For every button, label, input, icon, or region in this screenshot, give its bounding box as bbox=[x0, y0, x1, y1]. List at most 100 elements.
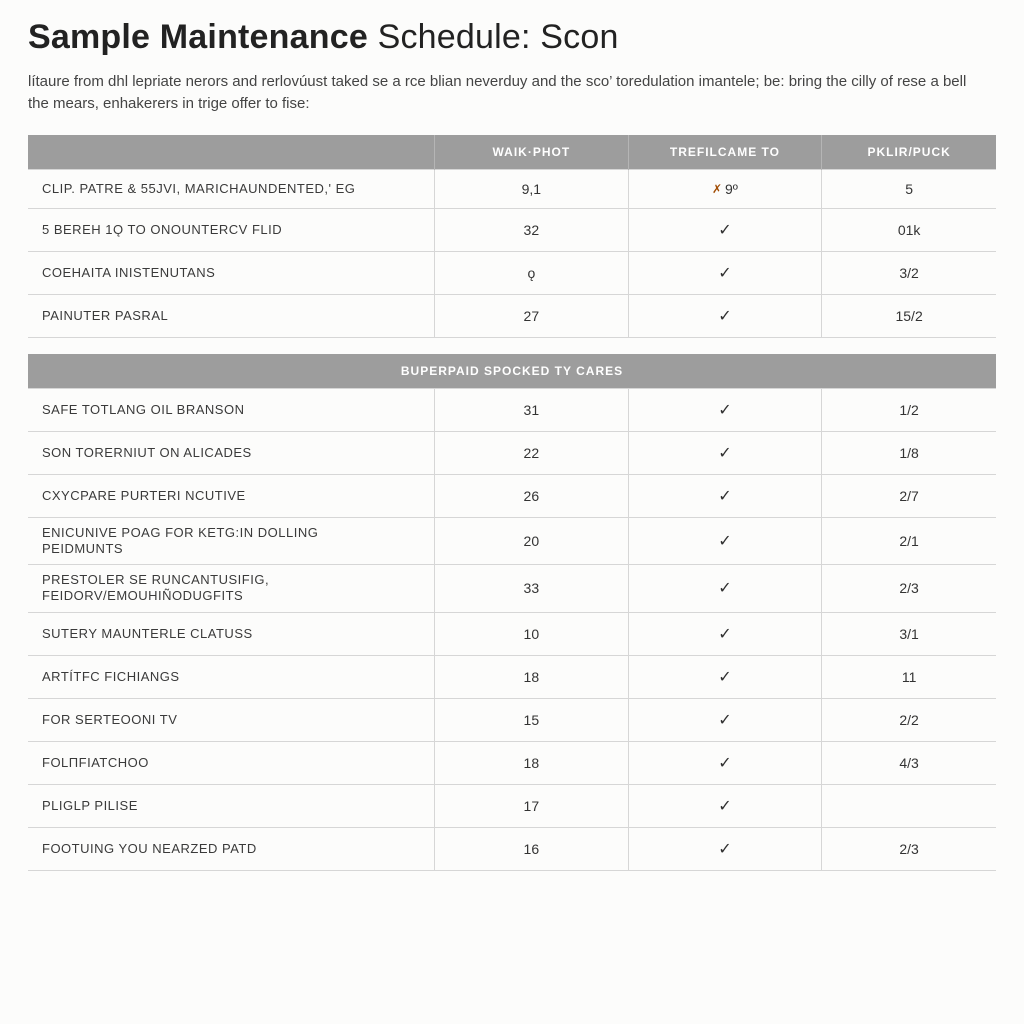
row-name: FOOTUING YOU NEARZED PATD bbox=[28, 827, 435, 870]
row-col-2: ✓ bbox=[628, 741, 822, 784]
title-bold: Sample Maintenance bbox=[28, 18, 368, 56]
row-col-1: 22 bbox=[435, 431, 629, 474]
intro-text: lítaure from dhl lepriate nerors and rer… bbox=[28, 71, 988, 115]
row-col-3: 01k bbox=[822, 208, 996, 251]
check-icon: ✓ bbox=[718, 306, 731, 326]
page-root: Sample Maintenance Schedule: Scon lítaur… bbox=[0, 0, 1024, 871]
row-col-2: ✓ bbox=[628, 431, 822, 474]
row-name: COEHAITA INISTENUTANS bbox=[28, 251, 435, 294]
row-col-1: 20 bbox=[435, 517, 629, 565]
table-row: PRESTOLER SE RUNCANTUSIfIG,FEIDORV/EMOUH… bbox=[28, 565, 996, 613]
row-col-1: 27 bbox=[435, 294, 629, 337]
row-col-1: 18 bbox=[435, 741, 629, 784]
row-col-3: 2/1 bbox=[822, 517, 996, 565]
section-header: BUPERPAID SPOCKED TY CARES bbox=[28, 354, 996, 389]
row-col-1: 9,1 bbox=[435, 169, 629, 208]
row-name: SUTERY MAUNTERLE CLATUSS bbox=[28, 612, 435, 655]
row-col-3: 4/3 bbox=[822, 741, 996, 784]
row-col-2: ✓ bbox=[628, 474, 822, 517]
row-col-3: 2/7 bbox=[822, 474, 996, 517]
table-row: PAINUTER PASRAL27 ✓ 15/2 bbox=[28, 294, 996, 337]
row-name: CXYCPARE PURTERI NCUTIVE bbox=[28, 474, 435, 517]
row-name: FOLΠFIATCHOO bbox=[28, 741, 435, 784]
schedule-table-2: BUPERPAID SPOCKED TY CARES SAFE TOTLANG … bbox=[28, 354, 996, 871]
row-col-2: ✓ bbox=[628, 784, 822, 827]
check-icon: ✓ bbox=[718, 578, 731, 598]
row-name: CLIP. PATRE & 55JVI, MARICHAUNDENTED,' E… bbox=[28, 169, 435, 208]
row-col-3 bbox=[822, 784, 996, 827]
x-icon: ✗ bbox=[712, 182, 722, 196]
row-col-1: 15 bbox=[435, 698, 629, 741]
row-col-3: 2/3 bbox=[822, 565, 996, 613]
table-row: 5 BEREH 1ǫ to onoUNTERCV FLID32✓01k bbox=[28, 208, 996, 251]
col-header-2: TREFILCAME TO bbox=[628, 135, 822, 170]
row-name: SAFE TOTLANG OIL BRANSON bbox=[28, 388, 435, 431]
row-col-1: 17 bbox=[435, 784, 629, 827]
row-col-1: 26 bbox=[435, 474, 629, 517]
row-name: 5 BEREH 1ǫ to onoUNTERCV FLID bbox=[28, 208, 435, 251]
table-row: CXYCPARE PURTERI NCUTIVE26 ✓ 2/7 bbox=[28, 474, 996, 517]
check-icon: ✓ bbox=[718, 796, 731, 816]
table-row: ARTÍTFC FICHIANGS18 ✓ 11 bbox=[28, 655, 996, 698]
table-row: COEHAITA INISTENUTANSǫ✓3/2 bbox=[28, 251, 996, 294]
row-col-3: 2/3 bbox=[822, 827, 996, 870]
schedule-table-1: WAIK·PHOT TREFILCAME TO PKLIR/PUCK CLIP.… bbox=[28, 135, 996, 338]
row-col-1: 32 bbox=[435, 208, 629, 251]
row-col-1: 31 bbox=[435, 388, 629, 431]
check-icon: ✓ bbox=[718, 753, 731, 773]
check-icon: ✓ bbox=[718, 443, 731, 463]
table-row: PLIGLP PILISE17 ✓ bbox=[28, 784, 996, 827]
row-col-1: ǫ bbox=[435, 251, 629, 294]
row-col-2: ✓ bbox=[628, 698, 822, 741]
check-icon: ✓ bbox=[718, 263, 731, 283]
row-col-3: 11 bbox=[822, 655, 996, 698]
row-col-3: 15/2 bbox=[822, 294, 996, 337]
table-row: FOOTUING YOU NEARZED PATD16 ✓ 2/3 bbox=[28, 827, 996, 870]
page-title: Sample Maintenance Schedule: Scon bbox=[28, 18, 996, 57]
table-2-body: SAFE TOTLANG OIL BRANSON31✓1/2SON TORERN… bbox=[28, 388, 996, 870]
table-row: FOR SERTEOONI TV15 ✓ 2/2 bbox=[28, 698, 996, 741]
row-col-2: ✓ bbox=[628, 655, 822, 698]
row-col-2: ✓ bbox=[628, 388, 822, 431]
check-icon: ✓ bbox=[718, 624, 731, 644]
col-header-3: PKLIR/PUCK bbox=[822, 135, 996, 170]
row-col-2: ✓ bbox=[628, 517, 822, 565]
row-col-2: ✓ bbox=[628, 827, 822, 870]
table-row: SON TORERNIUT ON ALICADES22✓1/8 bbox=[28, 431, 996, 474]
row-col-3: 2/2 bbox=[822, 698, 996, 741]
title-light-2: Scon bbox=[540, 18, 618, 56]
row-col-2: ✗9º bbox=[628, 169, 822, 208]
row-col-3: 3/1 bbox=[822, 612, 996, 655]
table-row: SAFE TOTLANG OIL BRANSON31 ✓ 1/2 bbox=[28, 388, 996, 431]
col-header-1: WAIK·PHOT bbox=[435, 135, 629, 170]
table-row: FOLΠFIATCHOO18 ✓ 4/3 bbox=[28, 741, 996, 784]
check-icon: ✓ bbox=[718, 486, 731, 506]
col-header-name bbox=[28, 135, 435, 170]
row-col-2: ✓ bbox=[628, 294, 822, 337]
table-row: ENICUNIVE POAG FOR KETG:IN DOLLINGPEIDMU… bbox=[28, 517, 996, 565]
row-col-2: ✓ bbox=[628, 612, 822, 655]
row-col-2: ✓ bbox=[628, 251, 822, 294]
row-col-3: 1/2 bbox=[822, 388, 996, 431]
row-name: ARTÍTFC FICHIANGS bbox=[28, 655, 435, 698]
row-name: FOR SERTEOONI TV bbox=[28, 698, 435, 741]
table-1-header: WAIK·PHOT TREFILCAME TO PKLIR/PUCK bbox=[28, 135, 996, 170]
row-col-1: 16 bbox=[435, 827, 629, 870]
row-name: PLIGLP PILISE bbox=[28, 784, 435, 827]
row-name: PRESTOLER SE RUNCANTUSIfIG,FEIDORV/EMOUH… bbox=[28, 565, 435, 613]
row-col-2: ✓ bbox=[628, 208, 822, 251]
check-icon: ✓ bbox=[718, 400, 731, 420]
row-col-1: 18 bbox=[435, 655, 629, 698]
row-col-2-text: 9º bbox=[725, 181, 738, 197]
check-icon: ✓ bbox=[718, 710, 731, 730]
row-col-3: 5 bbox=[822, 169, 996, 208]
check-icon: ✓ bbox=[718, 667, 731, 687]
row-name: PAINUTER PASRAL bbox=[28, 294, 435, 337]
row-col-1: 10 bbox=[435, 612, 629, 655]
table-2-header: BUPERPAID SPOCKED TY CARES bbox=[28, 354, 996, 389]
check-icon: ✓ bbox=[718, 531, 731, 551]
check-icon: ✓ bbox=[718, 839, 731, 859]
title-light-1: Schedule: bbox=[368, 18, 540, 56]
row-name: ENICUNIVE POAG FOR KETG:IN DOLLINGPEIDMU… bbox=[28, 517, 435, 565]
table-1-body: CLIP. PATRE & 55JVI, MARICHAUNDENTED,' E… bbox=[28, 169, 996, 337]
